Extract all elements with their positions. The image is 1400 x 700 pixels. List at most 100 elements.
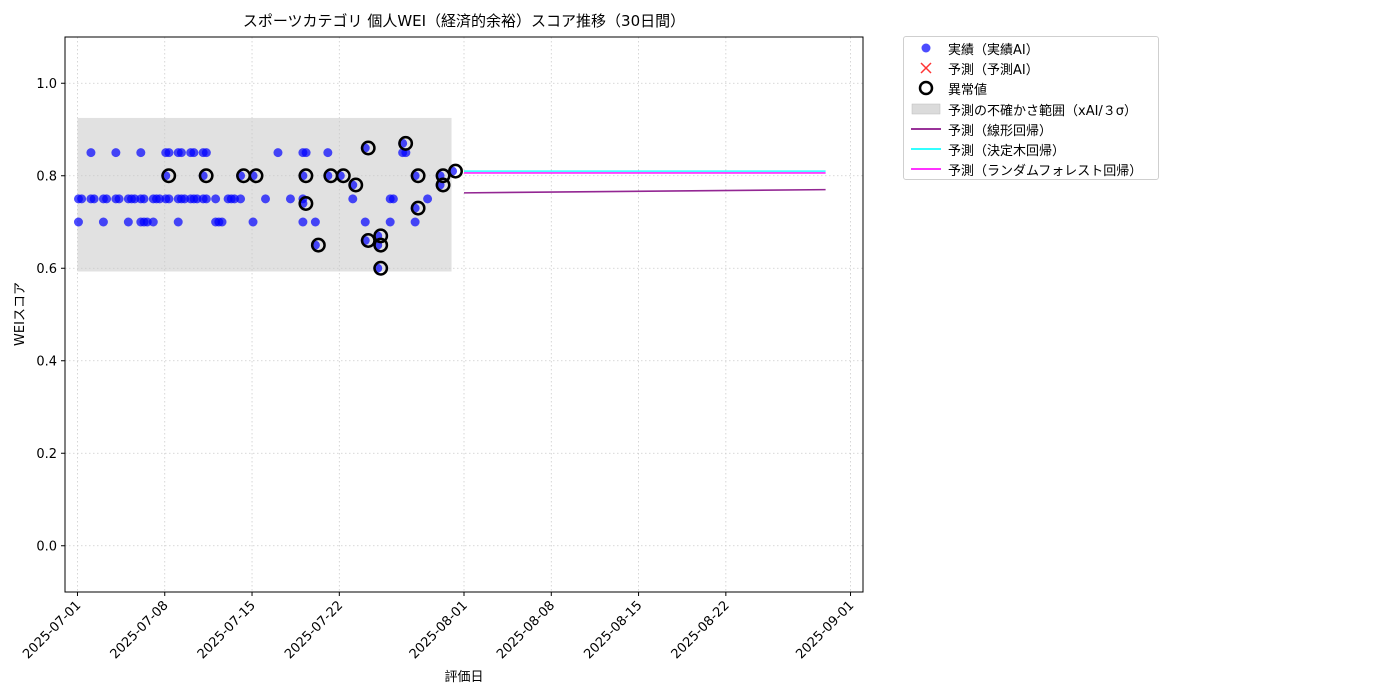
- prediction-lines-layer: [463, 170, 826, 194]
- y-tick-label: 0.0: [36, 539, 57, 554]
- actual-point: [348, 194, 358, 204]
- actual-point: [189, 148, 199, 158]
- y-tick-label: 0.2: [36, 447, 57, 462]
- x-axis-ticks: 2025-07-01 2025-07-08 2025-07-15 2025-07-22…: [20, 592, 857, 662]
- legend-label-linear: 予測（線形回帰）: [948, 123, 1053, 139]
- legend-item-anomaly: 異常値: [904, 78, 987, 98]
- legend-label-actual: 実績（実績AI）: [948, 42, 1039, 58]
- anomaly-marker: [335, 168, 351, 184]
- y-axis-ticks: 0.0 0.2 0.4 0.6 0.8 1.0: [36, 77, 65, 554]
- anomaly-marker: [373, 237, 389, 253]
- actual-point: [86, 148, 96, 158]
- y-axis-label: WEIスコア: [13, 282, 28, 346]
- actual-point: [360, 217, 370, 227]
- actual-point: [301, 148, 311, 158]
- gray-patch-icon: [904, 99, 948, 119]
- actual-point: [211, 194, 221, 204]
- x-tick-label: 2025-07-08: [108, 598, 172, 662]
- x-tick-label: 2025-08-01: [407, 598, 471, 662]
- x-tick-label: 2025-09-01: [793, 598, 857, 662]
- actual-point: [77, 194, 87, 204]
- legend-label-decision-tree: 予測（決定木回帰）: [948, 143, 1066, 159]
- legend-label-uncertainty: 予測の不確かさ範囲（xAI/３σ）: [948, 103, 1138, 119]
- blue-dot-icon: [904, 38, 948, 58]
- x-tick-label: 2025-07-15: [195, 598, 259, 662]
- actual-point: [73, 217, 83, 227]
- actual-point: [285, 194, 295, 204]
- actual-point: [298, 217, 308, 227]
- legend-item-actual: 実績（実績AI）: [904, 38, 1039, 58]
- actual-point: [201, 148, 211, 158]
- legend-item-random-forest: 予測（ランダムフォレスト回帰）: [904, 159, 1142, 179]
- y-tick-label: 0.4: [36, 354, 57, 369]
- x-tick-label: 2025-08-08: [494, 598, 558, 662]
- actual-point: [201, 194, 211, 204]
- legend-label-anomaly: 異常値: [948, 82, 988, 98]
- actual-point: [123, 217, 133, 227]
- anomaly-marker: [448, 163, 463, 179]
- y-tick-label: 1.0: [36, 77, 57, 92]
- x-axis-label: 評価日: [444, 670, 483, 685]
- actual-point: [136, 148, 146, 158]
- x-tick-label: 2025-07-01: [20, 598, 84, 662]
- anomaly-marker: [360, 233, 376, 248]
- cyan-line-icon: [904, 139, 948, 159]
- actual-point: [410, 217, 420, 227]
- anomaly-marker: [373, 260, 389, 276]
- actual-point: [388, 194, 398, 204]
- anomaly-markers-layer: [161, 135, 463, 276]
- anomaly-marker: [398, 135, 414, 151]
- legend-item-uncertainty: 予測の不確かさ範囲（xAI/３σ）: [904, 99, 1137, 119]
- x-tick-label: 2025-08-22: [669, 598, 733, 662]
- red-x-icon: [904, 58, 948, 78]
- purple-line-icon: [904, 119, 948, 139]
- anomaly-marker: [360, 140, 376, 156]
- actual-point: [236, 194, 246, 204]
- anomaly-marker: [198, 168, 214, 184]
- actual-point: [164, 194, 174, 204]
- anomaly-marker: [410, 200, 426, 216]
- black-ring-icon: [904, 78, 948, 98]
- actual-point: [310, 217, 320, 227]
- y-tick-label: 0.6: [36, 262, 57, 277]
- anomaly-marker: [435, 177, 451, 193]
- anomaly-marker: [373, 228, 389, 244]
- legend-item-decision-tree: 予測（決定木回帰）: [904, 139, 1065, 159]
- actual-point: [217, 217, 227, 227]
- chart-title: スポーツカテゴリ 個人WEI（経済的余裕）スコア推移（30日間）: [243, 12, 685, 30]
- anomaly-marker: [248, 168, 264, 184]
- legend-item-predicted: 予測（予測AI）: [904, 58, 1039, 78]
- linear-regression-line: [463, 188, 826, 194]
- actual-point: [111, 148, 121, 158]
- actual-point: [139, 194, 149, 204]
- legend-item-linear: 予測（線形回帰）: [904, 119, 1052, 139]
- legend-label-random-forest: 予測（ランダムフォレスト回帰）: [948, 163, 1143, 179]
- actual-point: [273, 148, 283, 158]
- y-tick-label: 0.8: [36, 169, 57, 184]
- x-tick-label: 2025-07-22: [282, 598, 346, 662]
- anomaly-marker: [161, 168, 177, 184]
- anomaly-marker: [410, 168, 426, 184]
- actual-point: [261, 194, 270, 204]
- anomaly-marker: [298, 168, 314, 184]
- actual-point: [148, 217, 158, 227]
- anomaly-marker: [298, 196, 314, 211]
- actual-point: [248, 217, 258, 227]
- actual-point: [89, 194, 99, 204]
- actual-point: [385, 217, 395, 227]
- actual-point: [176, 148, 186, 158]
- actual-point: [423, 194, 433, 204]
- magenta-line-icon: [904, 159, 948, 179]
- chart-legend: 実績（実績AI） 予測（予測AI） 異常値 予測の不確かさ範囲（xAI/３σ） …: [903, 36, 1159, 180]
- x-tick-label: 2025-08-15: [581, 598, 645, 662]
- actual-point: [164, 148, 174, 158]
- anomaly-marker: [348, 177, 364, 193]
- anomaly-marker: [435, 168, 451, 184]
- actual-point: [98, 217, 108, 227]
- anomaly-marker: [310, 237, 326, 253]
- legend-label-predicted: 予測（予測AI）: [948, 62, 1039, 78]
- actual-point: [323, 148, 333, 158]
- actual-point: [114, 194, 124, 204]
- actual-point: [173, 217, 183, 227]
